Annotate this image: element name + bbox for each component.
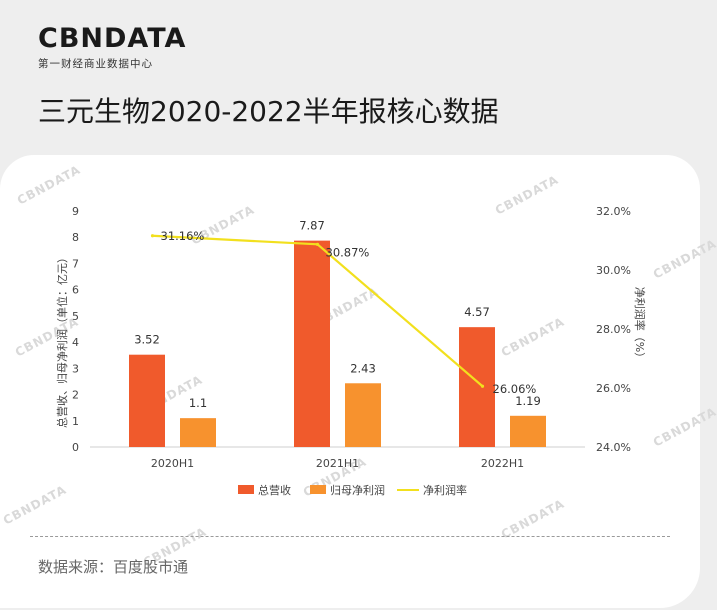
y-axis-title: 总营收、归母净利润（单位：亿元） xyxy=(55,252,69,428)
bar-data-label: 3.52 xyxy=(134,333,160,347)
legend-label: 总营收 xyxy=(258,483,291,497)
brand-logo: CBNDATA 第一财经商业数据中心 xyxy=(38,24,186,71)
data-source: 数据来源：百度股市通 xyxy=(38,558,189,576)
bar-data-label: 1.1 xyxy=(189,396,207,410)
y-tick-label: 3 xyxy=(72,362,79,375)
line-data-label: 31.16% xyxy=(161,229,205,243)
x-tick-label: 2022H1 xyxy=(481,457,524,470)
y-tick-label: 1 xyxy=(72,415,79,428)
page-title: 三元生物2020-2022半年报核心数据 xyxy=(38,95,499,128)
y2-tick-label: 26.0% xyxy=(596,382,631,395)
legend-label: 净利润率 xyxy=(423,483,467,497)
legend-label: 归母净利润 xyxy=(330,483,385,497)
bar xyxy=(129,354,165,447)
x-tick-label: 2021H1 xyxy=(316,457,359,470)
bar xyxy=(510,415,546,447)
line-point xyxy=(150,234,155,238)
y-tick-label: 5 xyxy=(72,310,79,323)
legend-swatch xyxy=(310,485,326,494)
y2-tick-label: 32.0% xyxy=(596,205,631,218)
bar-data-label: 4.57 xyxy=(464,305,490,319)
line-data-label: 30.87% xyxy=(326,245,370,259)
x-tick-label: 2020H1 xyxy=(151,457,194,470)
y2-tick-label: 24.0% xyxy=(596,441,631,454)
y2-tick-label: 30.0% xyxy=(596,264,631,277)
logo-wordmark: CBNDATA xyxy=(38,23,187,54)
legend-swatch xyxy=(238,485,254,494)
y-tick-label: 7 xyxy=(72,257,79,270)
y-tick-label: 4 xyxy=(72,336,79,349)
bar xyxy=(345,383,381,447)
y-tick-label: 0 xyxy=(72,441,79,454)
bar-data-label: 2.43 xyxy=(350,361,376,375)
bar xyxy=(180,418,216,447)
bar-data-label: 7.87 xyxy=(299,219,325,233)
chart-card xyxy=(0,155,700,608)
logo-tagline: 第一财经商业数据中心 xyxy=(38,58,153,70)
divider xyxy=(30,536,670,537)
bar xyxy=(294,240,330,447)
line-point xyxy=(480,384,485,388)
line-data-label: 26.06% xyxy=(493,382,537,396)
y-tick-label: 9 xyxy=(72,205,79,218)
y-tick-label: 2 xyxy=(72,389,79,402)
bar xyxy=(459,327,495,447)
y2-axis-title: 净利润率（%） xyxy=(633,287,647,363)
y-tick-label: 8 xyxy=(72,231,79,244)
y2-tick-label: 28.0% xyxy=(596,323,631,336)
line-point xyxy=(315,242,320,246)
bar-data-label: 1.19 xyxy=(515,394,541,408)
y-tick-label: 6 xyxy=(72,284,79,297)
